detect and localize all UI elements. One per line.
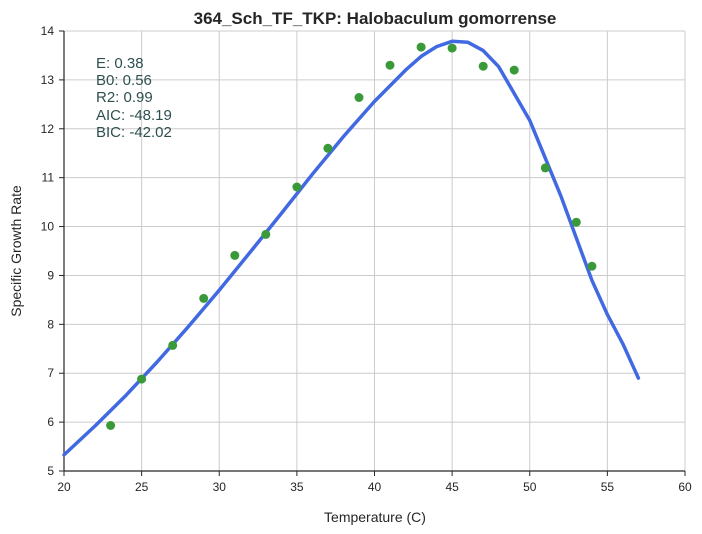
x-tick-label: 60	[678, 480, 692, 494]
y-tick-label: 5	[47, 464, 54, 478]
fit-curve	[62, 39, 641, 457]
points-layer	[106, 42, 597, 430]
data-point	[292, 182, 302, 192]
y-tick-label: 11	[42, 171, 55, 185]
y-tick-label: 7	[47, 366, 54, 380]
y-tick-label: 13	[41, 73, 55, 87]
data-point	[168, 340, 178, 350]
x-tick-label: 55	[601, 480, 615, 494]
data-point	[385, 60, 395, 70]
fit-stats: E: 0.38 B0: 0.56 R2: 0.99 AIC: -48.19 BI…	[96, 55, 172, 141]
y-axis-label: Specific Growth Rate	[8, 185, 24, 317]
stat-bic: BIC: -42.02	[96, 124, 172, 141]
data-point	[106, 421, 116, 430]
stat-aic: AIC: -48.19	[96, 107, 172, 124]
y-tick-label: 8	[47, 317, 54, 331]
y-tick-label: 10	[41, 220, 55, 234]
x-tick-label: 20	[57, 480, 71, 494]
stat-r2: R2: 0.99	[96, 89, 153, 106]
y-tick-label: 9	[47, 268, 54, 282]
data-point	[354, 93, 364, 102]
x-tick-label: 25	[135, 480, 149, 494]
data-point	[587, 261, 597, 271]
y-tick-label: 6	[47, 415, 54, 429]
data-point	[230, 250, 240, 260]
data-point	[199, 293, 209, 303]
data-point	[323, 143, 333, 153]
y-tick-label: 12	[41, 122, 55, 136]
data-point	[509, 65, 519, 75]
data-point	[571, 217, 581, 227]
x-axis-label: Temperature (C)	[324, 509, 426, 525]
fit-layer	[62, 39, 641, 457]
y-tick-label: 14	[41, 24, 55, 38]
x-tick-label: 30	[213, 480, 227, 494]
y-ticks: 5 6 7 8 9 10 11 12 13 14	[41, 24, 64, 478]
data-point	[540, 163, 550, 173]
stat-b0: B0: 0.56	[96, 72, 152, 89]
x-tick-label: 35	[290, 480, 304, 494]
data-point	[261, 229, 271, 239]
x-tick-label: 45	[445, 480, 459, 494]
data-point	[416, 42, 426, 52]
data-point	[137, 374, 147, 384]
data-point	[447, 43, 457, 53]
data-point	[478, 61, 488, 71]
chart-title: 364_Sch_TF_TKP: Halobaculum gomorrense	[194, 9, 557, 28]
stat-e: E: 0.38	[96, 55, 144, 72]
x-tick-label: 40	[368, 480, 382, 494]
x-ticks: 20 25 30 35 40 45 50 55 60	[57, 471, 692, 494]
x-tick-label: 50	[523, 480, 537, 494]
